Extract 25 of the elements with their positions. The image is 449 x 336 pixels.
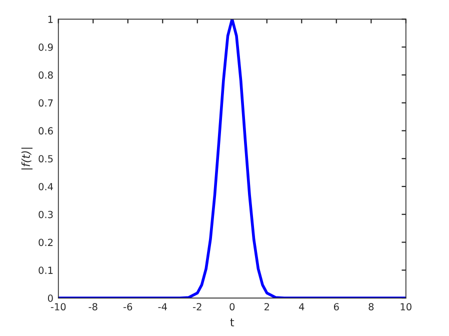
y-tick-label: 0.3 xyxy=(38,210,53,218)
y-tick-label: 0.5 xyxy=(38,155,53,162)
x-tick-label: -4 xyxy=(158,303,167,310)
y-tick-label: 0.9 xyxy=(38,44,53,51)
x-tick-label: 0 xyxy=(230,303,235,310)
y-tick-label: 0.7 xyxy=(38,99,53,107)
x-tick-label: 10 xyxy=(400,303,412,310)
y-tick-label: 0.4 xyxy=(38,182,53,190)
x-tick-label: -2 xyxy=(193,303,202,310)
x-tick-label: -10 xyxy=(50,303,66,310)
line-series xyxy=(58,19,406,298)
x-tick-label: 2 xyxy=(264,303,270,310)
y-tick-label: 1 xyxy=(48,16,53,23)
x-tick-label: 6 xyxy=(334,303,339,310)
x-tick-label: 8 xyxy=(368,303,374,310)
y-tick-label: 0.1 xyxy=(38,266,53,274)
y-tick-label: 0.8 xyxy=(38,71,53,79)
y-tick-label: 0.6 xyxy=(38,127,53,135)
x-tick-label: 4 xyxy=(299,303,304,310)
x-tick-label: -6 xyxy=(124,303,132,310)
y-tick-label: 0 xyxy=(48,294,53,302)
y-tick-label: 0.2 xyxy=(38,238,53,246)
x-axis-title: t xyxy=(230,318,234,326)
y-axis-title: |f(t)| xyxy=(21,148,32,170)
x-tick-label: -8 xyxy=(88,303,98,310)
